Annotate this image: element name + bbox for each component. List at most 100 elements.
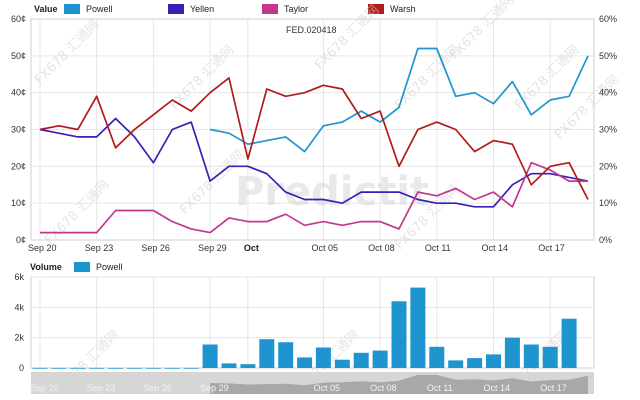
volume-bar: [278, 342, 294, 368]
volume-bar: [467, 358, 483, 368]
legend-swatch-powell: [64, 4, 80, 14]
x-tick-label: Oct 08: [368, 243, 395, 253]
series-lines: [39, 47, 589, 234]
volume-bar: [127, 367, 142, 369]
x-tick-label: Oct 11: [425, 243, 451, 253]
series-line-taylor: [40, 161, 588, 234]
navigator-label: Oct 08: [370, 383, 397, 393]
y-axis-left: 0¢ 10¢ 20¢ 30¢ 40¢ 50¢ 60¢: [11, 14, 26, 245]
y-right-tick-label: 40%: [599, 88, 617, 98]
y-left-tick-label: 30¢: [11, 125, 26, 135]
main-grid: [31, 19, 594, 240]
x-tick-label: Sep 29: [198, 243, 227, 253]
watermark-tag: FX678 汇通网: [392, 43, 462, 113]
y-left-tick-label: 0¢: [16, 235, 26, 245]
y-left-tick-label: 50¢: [11, 51, 26, 61]
volume-bar: [164, 367, 180, 369]
volume-bar: [315, 347, 331, 368]
volume-bar: [486, 354, 501, 368]
volume-bar: [70, 367, 86, 369]
volume-chart: Volume Powell 0 2k 4k 6k: [14, 262, 595, 373]
y-right-tick-label: 60%: [599, 14, 617, 24]
navigator-label: Oct 17: [540, 383, 567, 393]
legend-label-warsh: Warsh: [390, 4, 416, 14]
volume-header-label: Volume: [30, 262, 62, 272]
volume-bar: [353, 352, 369, 368]
volume-bars: [32, 287, 577, 369]
x-axis: Sep 20 Sep 23 Sep 26 Sep 29 Oct Oct 05 Oct 08 O…: [28, 243, 565, 253]
volume-y-axis: 0 2k 4k 6k: [14, 272, 24, 373]
volume-bar: [297, 357, 313, 368]
volume-bar: [410, 287, 426, 368]
legend-swatch-yellen: [168, 4, 184, 14]
volume-bar: [391, 301, 407, 368]
x-tick-label: Oct: [244, 243, 259, 253]
navigator-labels: Sep 20 Sep 23 Sep 26 Sep 29 Oct 05 Oct 08 Oct …: [30, 383, 567, 393]
x-tick-label: Sep 20: [28, 243, 57, 253]
volume-legend-swatch: [74, 262, 90, 272]
y-axis-right: 0% 10% 20% 30% 40% 50% 60%: [599, 14, 617, 245]
y-right-tick-label: 0%: [599, 235, 612, 245]
navigator-label: Sep 26: [143, 383, 172, 393]
y-left-tick-label: 10¢: [11, 198, 26, 208]
chart-title: FED.020418: [286, 25, 337, 35]
legend-volume: Powell: [74, 262, 123, 272]
legend-label-taylor: Taylor: [284, 4, 308, 14]
navigator-label: Sep 23: [87, 383, 116, 393]
legend-swatch-taylor: [262, 4, 278, 14]
navigator[interactable]: Sep 20 Sep 23 Sep 26 Sep 29 Oct 05 Oct 08 Oct …: [30, 372, 594, 394]
y-left-tick-label: 20¢: [11, 161, 26, 171]
y-right-tick-label: 20%: [599, 161, 617, 171]
volume-bar: [183, 367, 199, 369]
x-tick-label: Sep 23: [85, 243, 114, 253]
volume-bar: [334, 359, 350, 368]
x-tick-label: Oct 05: [311, 243, 338, 253]
series-line-warsh: [39, 77, 589, 200]
volume-y-tick-label: 6k: [14, 272, 24, 282]
volume-bar: [202, 344, 218, 368]
volume-bar: [259, 339, 275, 368]
navigator-label: Oct 05: [313, 383, 340, 393]
volume-bar: [523, 344, 539, 368]
legend-label-powell: Powell: [86, 4, 113, 14]
navigator-label: Sep 20: [30, 383, 59, 393]
navigator-area: [210, 374, 588, 394]
watermark-tag: FX678 汇通网: [42, 178, 112, 248]
volume-bar: [32, 367, 48, 369]
y-left-tick-label: 40¢: [11, 88, 26, 98]
y-left-tick-label: 60¢: [11, 14, 26, 24]
volume-bar: [561, 318, 577, 368]
watermark-tag: FX678 汇通网: [312, 3, 382, 73]
volume-y-tick-label: 4k: [14, 302, 24, 312]
y-right-tick-label: 50%: [599, 51, 617, 61]
volume-bar: [51, 367, 67, 369]
x-tick-label: Oct 14: [482, 243, 509, 253]
x-tick-label: Oct 17: [538, 243, 565, 253]
volume-bar: [542, 346, 558, 368]
series-line-powell: [209, 47, 589, 153]
volume-legend-label: Powell: [96, 262, 123, 272]
volume-bar: [448, 360, 464, 368]
y-right-tick-label: 30%: [599, 125, 617, 135]
value-header-label: Value: [34, 4, 58, 14]
navigator-label: Sep 29: [200, 383, 229, 393]
volume-bar: [372, 350, 388, 368]
volume-grid: [31, 276, 594, 368]
volume-y-tick-label: 0: [19, 363, 24, 373]
volume-bar: [504, 337, 520, 368]
y-right-tick-label: 10%: [599, 198, 617, 208]
legend-swatch-warsh: [368, 4, 384, 14]
volume-y-tick-label: 2k: [14, 333, 24, 343]
volume-bar: [89, 367, 105, 369]
volume-bar: [240, 364, 256, 368]
volume-bar: [145, 367, 161, 369]
volume-bar: [429, 346, 445, 368]
series-line-yellen: [39, 117, 589, 208]
legend-main: Powell Yellen Taylor Warsh: [64, 4, 416, 14]
volume-bar: [108, 367, 124, 369]
volume-bar: [221, 363, 237, 368]
watermark-tag: FX678 汇通网: [32, 18, 102, 88]
legend-label-yellen: Yellen: [190, 4, 214, 14]
navigator-label: Oct 11: [427, 383, 453, 393]
